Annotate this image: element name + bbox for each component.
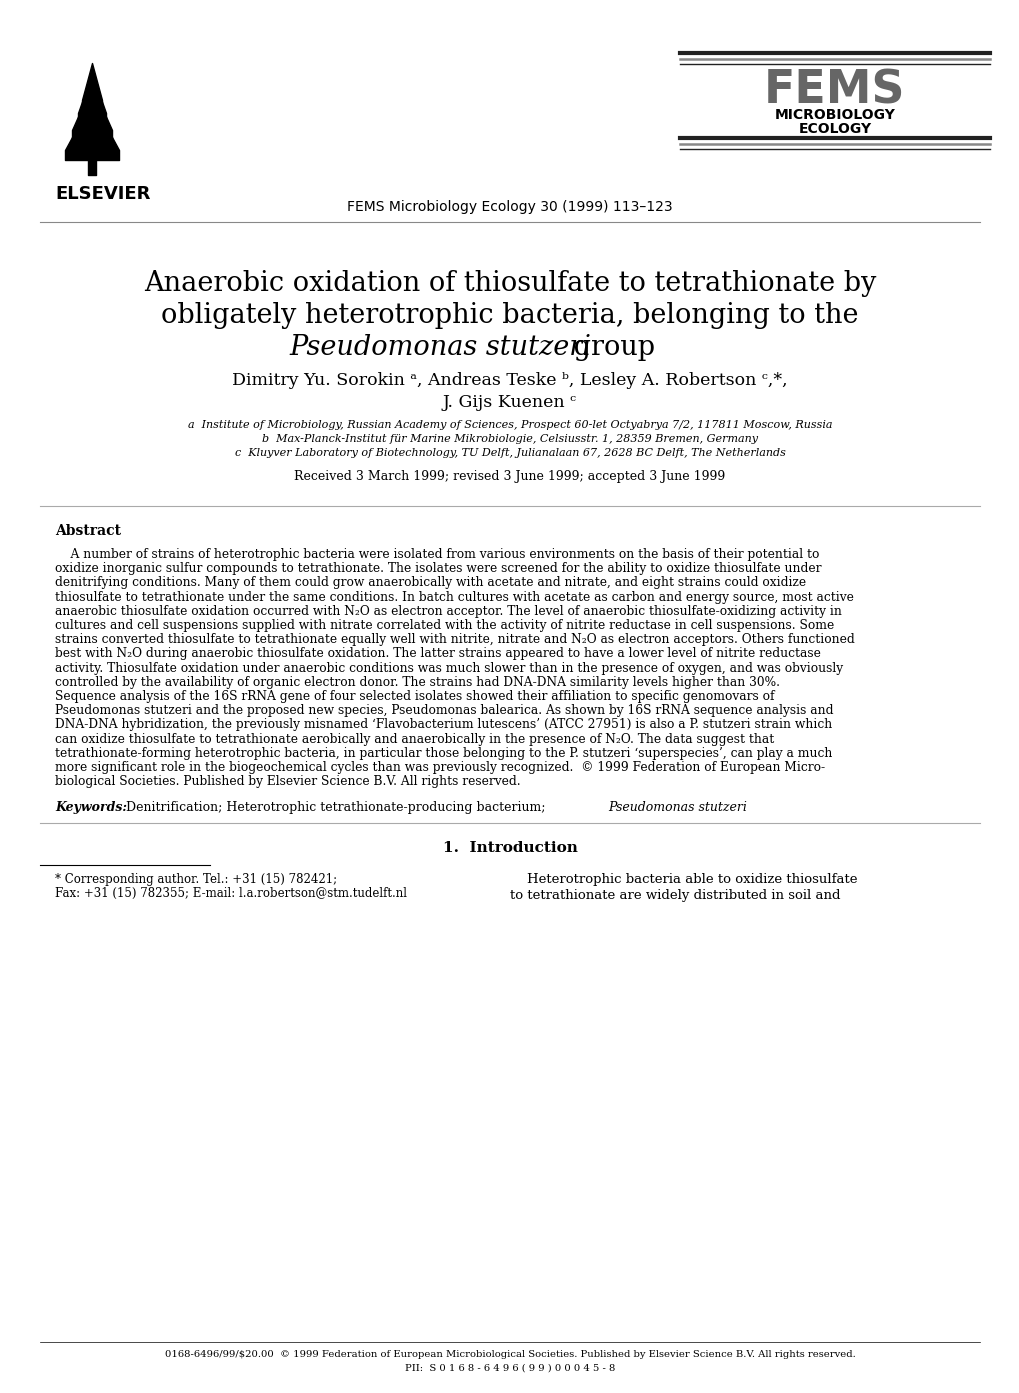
Text: Anaerobic oxidation of thiosulfate to tetrathionate by: Anaerobic oxidation of thiosulfate to te… bbox=[144, 270, 875, 297]
Text: thiosulfate to tetrathionate under the same conditions. In batch cultures with a: thiosulfate to tetrathionate under the s… bbox=[55, 591, 853, 603]
Text: DNA-DNA hybridization, the previously misnamed ‘Flavobacterium lutescens’ (ATCC : DNA-DNA hybridization, the previously mi… bbox=[55, 719, 832, 731]
Text: activity. Thiosulfate oxidation under anaerobic conditions was much slower than : activity. Thiosulfate oxidation under an… bbox=[55, 662, 843, 674]
Text: ECOLOGY: ECOLOGY bbox=[798, 123, 870, 137]
Text: to tetrathionate are widely distributed in soil and: to tetrathionate are widely distributed … bbox=[510, 889, 840, 903]
Text: 0168-6496/99/$20.00  © 1999 Federation of European Microbiological Societies. Pu: 0168-6496/99/$20.00 © 1999 Federation of… bbox=[164, 1350, 855, 1360]
Text: MICROBIOLOGY: MICROBIOLOGY bbox=[773, 109, 895, 123]
Text: Abstract: Abstract bbox=[55, 524, 121, 538]
Text: Pseudomonas stutzeri: Pseudomonas stutzeri bbox=[607, 801, 746, 815]
Text: Pseudomonas stutzeri and the proposed new species, Pseudomonas balearica. As sho: Pseudomonas stutzeri and the proposed ne… bbox=[55, 705, 833, 717]
Text: J. Gijs Kuenen ᶜ: J. Gijs Kuenen ᶜ bbox=[442, 394, 577, 411]
Text: Denitrification; Heterotrophic tetrathionate-producing bacterium;: Denitrification; Heterotrophic tetrathio… bbox=[118, 801, 549, 815]
Text: denitrifying conditions. Many of them could grow anaerobically with acetate and : denitrifying conditions. Many of them co… bbox=[55, 577, 805, 589]
Text: b  Max-Planck-Institut für Marine Mikrobiologie, Celsiusstr. 1, 28359 Bremen, Ge: b Max-Planck-Institut für Marine Mikrobi… bbox=[262, 435, 757, 444]
Text: FEMS Microbiology Ecology 30 (1999) 113–123: FEMS Microbiology Ecology 30 (1999) 113–… bbox=[346, 201, 673, 215]
Text: cultures and cell suspensions supplied with nitrate correlated with the activity: cultures and cell suspensions supplied w… bbox=[55, 618, 834, 632]
Text: PII:  S 0 1 6 8 - 6 4 9 6 ( 9 9 ) 0 0 0 4 5 - 8: PII: S 0 1 6 8 - 6 4 9 6 ( 9 9 ) 0 0 0 4… bbox=[405, 1364, 614, 1373]
Text: A number of strains of heterotrophic bacteria were isolated from various environ: A number of strains of heterotrophic bac… bbox=[55, 547, 818, 561]
Text: controlled by the availability of organic electron donor. The strains had DNA-DN: controlled by the availability of organi… bbox=[55, 676, 780, 688]
Text: best with N₂O during anaerobic thiosulfate oxidation. The latter strains appeare: best with N₂O during anaerobic thiosulfa… bbox=[55, 648, 820, 660]
Text: Sequence analysis of the 16S rRNA gene of four selected isolates showed their af: Sequence analysis of the 16S rRNA gene o… bbox=[55, 690, 773, 703]
Text: anaerobic thiosulfate oxidation occurred with N₂O as electron acceptor. The leve: anaerobic thiosulfate oxidation occurred… bbox=[55, 605, 841, 618]
Text: tetrathionate-forming heterotrophic bacteria, in particular those belonging to t: tetrathionate-forming heterotrophic bact… bbox=[55, 747, 832, 759]
Text: can oxidize thiosulfate to tetrathionate aerobically and anaerobically in the pr: can oxidize thiosulfate to tetrathionate… bbox=[55, 733, 773, 745]
Text: strains converted thiosulfate to tetrathionate equally well with nitrite, nitrat: strains converted thiosulfate to tetrath… bbox=[55, 634, 854, 646]
Text: 1.  Introduction: 1. Introduction bbox=[442, 841, 577, 855]
Text: FEMS: FEMS bbox=[763, 68, 905, 113]
Text: * Corresponding author. Tel.: +31 (15) 782421;: * Corresponding author. Tel.: +31 (15) 7… bbox=[55, 873, 337, 886]
Text: Keywords:: Keywords: bbox=[55, 801, 127, 815]
Text: oxidize inorganic sulfur compounds to tetrathionate. The isolates were screened : oxidize inorganic sulfur compounds to te… bbox=[55, 563, 820, 575]
Text: more significant role in the biogeochemical cycles than was previously recognize: more significant role in the biogeochemi… bbox=[55, 761, 824, 775]
Text: ELSEVIER: ELSEVIER bbox=[55, 185, 150, 203]
Text: Fax: +31 (15) 782355; E-mail: l.a.robertson@stm.tudelft.nl: Fax: +31 (15) 782355; E-mail: l.a.robert… bbox=[55, 887, 407, 900]
Text: a  Institute of Microbiology, Russian Academy of Sciences, Prospect 60-let Octya: a Institute of Microbiology, Russian Aca… bbox=[187, 421, 832, 430]
Text: c  Kluyver Laboratory of Biotechnology, TU Delft, Julianalaan 67, 2628 BC Delft,: c Kluyver Laboratory of Biotechnology, T… bbox=[234, 449, 785, 458]
Text: biological Societies. Published by Elsevier Science B.V. All rights reserved.: biological Societies. Published by Elsev… bbox=[55, 775, 520, 788]
Text: Received 3 March 1999; revised 3 June 1999; accepted 3 June 1999: Received 3 March 1999; revised 3 June 19… bbox=[294, 469, 725, 483]
Text: Heterotrophic bacteria able to oxidize thiosulfate: Heterotrophic bacteria able to oxidize t… bbox=[510, 873, 857, 886]
Text: obligately heterotrophic bacteria, belonging to the: obligately heterotrophic bacteria, belon… bbox=[161, 302, 858, 329]
Text: Pseudomonas stutzeri: Pseudomonas stutzeri bbox=[288, 334, 590, 361]
Text: group: group bbox=[565, 334, 654, 361]
Text: Dimitry Yu. Sorokin ᵃ, Andreas Teske ᵇ, Lesley A. Robertson ᶜ,*,: Dimitry Yu. Sorokin ᵃ, Andreas Teske ᵇ, … bbox=[232, 372, 787, 389]
